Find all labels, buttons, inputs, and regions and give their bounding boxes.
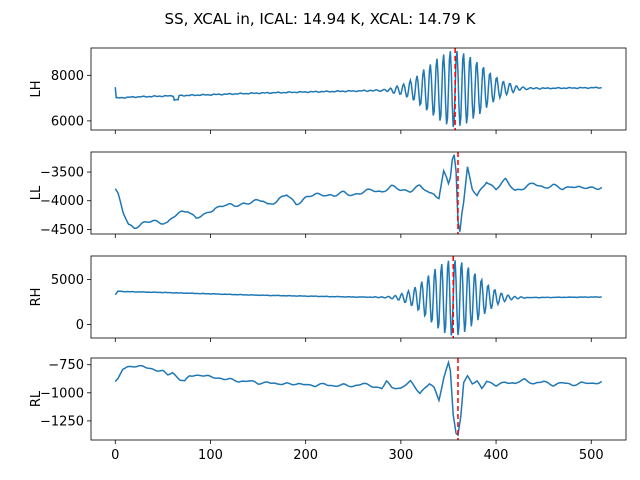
panel-lh: 6000 8000 LH <box>29 47 627 134</box>
y-tick-label: 5000 <box>51 273 84 288</box>
y-axis-label: LL <box>29 185 44 200</box>
panel-rl: −1250 −1000 −750 0 100 200 300 400 500 RL <box>29 357 627 463</box>
y-tick-label: −1000 <box>40 386 84 401</box>
axes-frame <box>90 47 627 131</box>
x-tick-label: 400 <box>484 448 509 463</box>
x-tick-label: 200 <box>293 448 318 463</box>
series-line-rh <box>114 260 602 336</box>
chart-title: SS, XCAL in, ICAL: 14.94 K, XCAL: 14.79 … <box>165 10 477 28</box>
y-tick-label: −750 <box>48 358 84 373</box>
y-tick-label: 0 <box>76 318 84 333</box>
y-axis-label: RL <box>29 390 44 407</box>
y-tick-label: 8000 <box>51 69 84 84</box>
axes-frame <box>90 151 627 235</box>
y-tick-label: −4000 <box>40 194 84 209</box>
y-tick-label: −3500 <box>40 166 84 181</box>
chart-panels: 60008000LH−4500−4000−3500LL05000RH−1250−… <box>29 47 627 463</box>
y-tick-label: −1250 <box>40 414 84 429</box>
y-tick-label: 6000 <box>51 114 84 129</box>
series-line-lh <box>114 50 602 128</box>
x-tick-label: 0 <box>111 448 119 463</box>
axes-frame <box>90 357 627 441</box>
y-tick-label: −4500 <box>40 223 84 238</box>
series-line-rl <box>114 359 603 437</box>
y-axis-label: LH <box>29 80 44 97</box>
panel-ll: −4500 −4000 −3500 LL <box>29 151 627 238</box>
x-tick-label: 100 <box>198 448 223 463</box>
y-axis-label: RH <box>29 288 44 307</box>
x-tick-label: 500 <box>579 448 604 463</box>
panel-rh: 0 5000 RH <box>29 255 627 342</box>
axes-frame <box>90 255 627 339</box>
x-tick-label: 300 <box>388 448 413 463</box>
series-line-ll <box>114 154 603 232</box>
